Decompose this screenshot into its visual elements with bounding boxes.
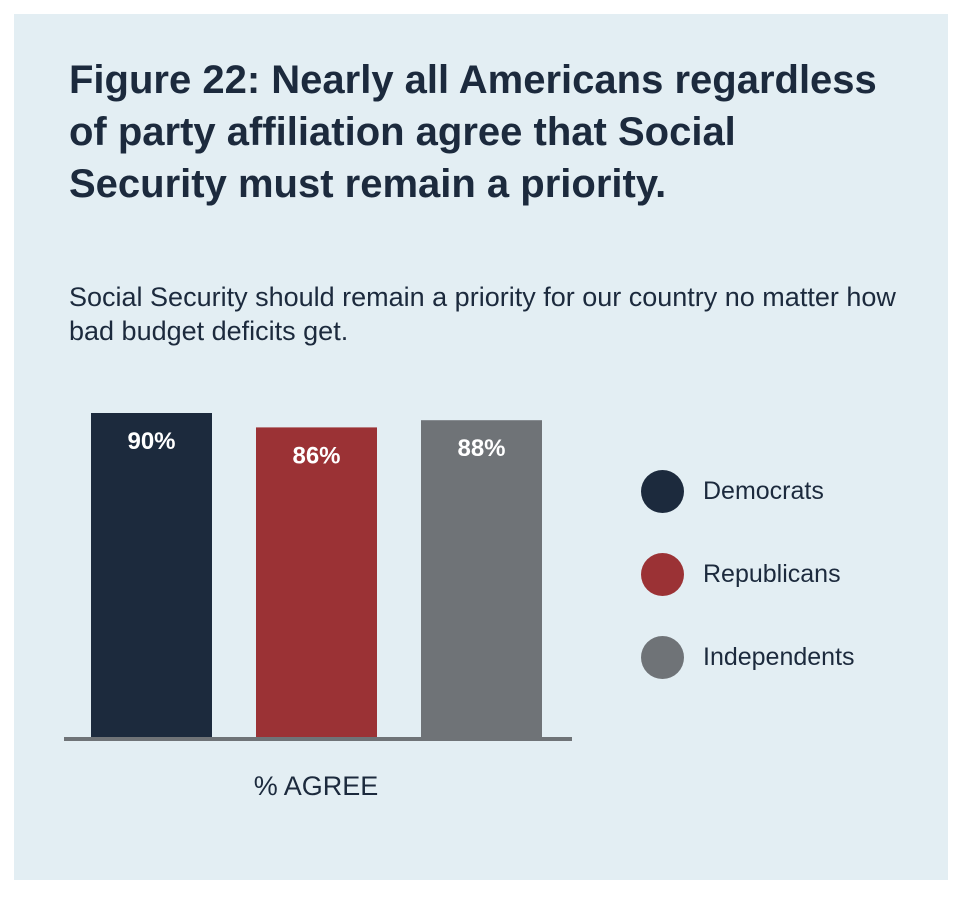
figure-title: Figure 22: Nearly all Americans regardle… bbox=[69, 58, 877, 206]
x-axis-label: % AGREE bbox=[254, 771, 379, 801]
legend-swatch-independents bbox=[641, 636, 684, 679]
legend-item-republicans: Republicans bbox=[641, 553, 855, 596]
bar-democrats bbox=[91, 413, 212, 737]
bars-layer: 90% 86% 88% bbox=[91, 413, 542, 737]
bar-value-label-republicans: 86% bbox=[292, 442, 340, 469]
legend-label-republicans: Republicans bbox=[703, 560, 841, 588]
figure-subtitle: Social Security should remain a priority… bbox=[69, 282, 896, 346]
legend-item-independents: Independents bbox=[641, 636, 855, 679]
legend-label-democrats: Democrats bbox=[703, 477, 824, 505]
bar-republicans bbox=[256, 427, 377, 737]
legend-label-independents: Independents bbox=[703, 643, 855, 671]
legend-item-democrats: Democrats bbox=[641, 470, 855, 513]
bar-independents bbox=[421, 420, 542, 737]
legend-swatch-republicans bbox=[641, 553, 684, 596]
bar-chart: 90% 86% 88% % AGREE bbox=[64, 413, 572, 801]
legend-swatch-democrats bbox=[641, 470, 684, 513]
figure-panel: Figure 22: Nearly all Americans regardle… bbox=[14, 14, 948, 880]
legend: Democrats Republicans Independents bbox=[641, 470, 855, 719]
bar-value-label-democrats: 90% bbox=[127, 428, 175, 455]
bar-value-label-independents: 88% bbox=[457, 435, 505, 462]
